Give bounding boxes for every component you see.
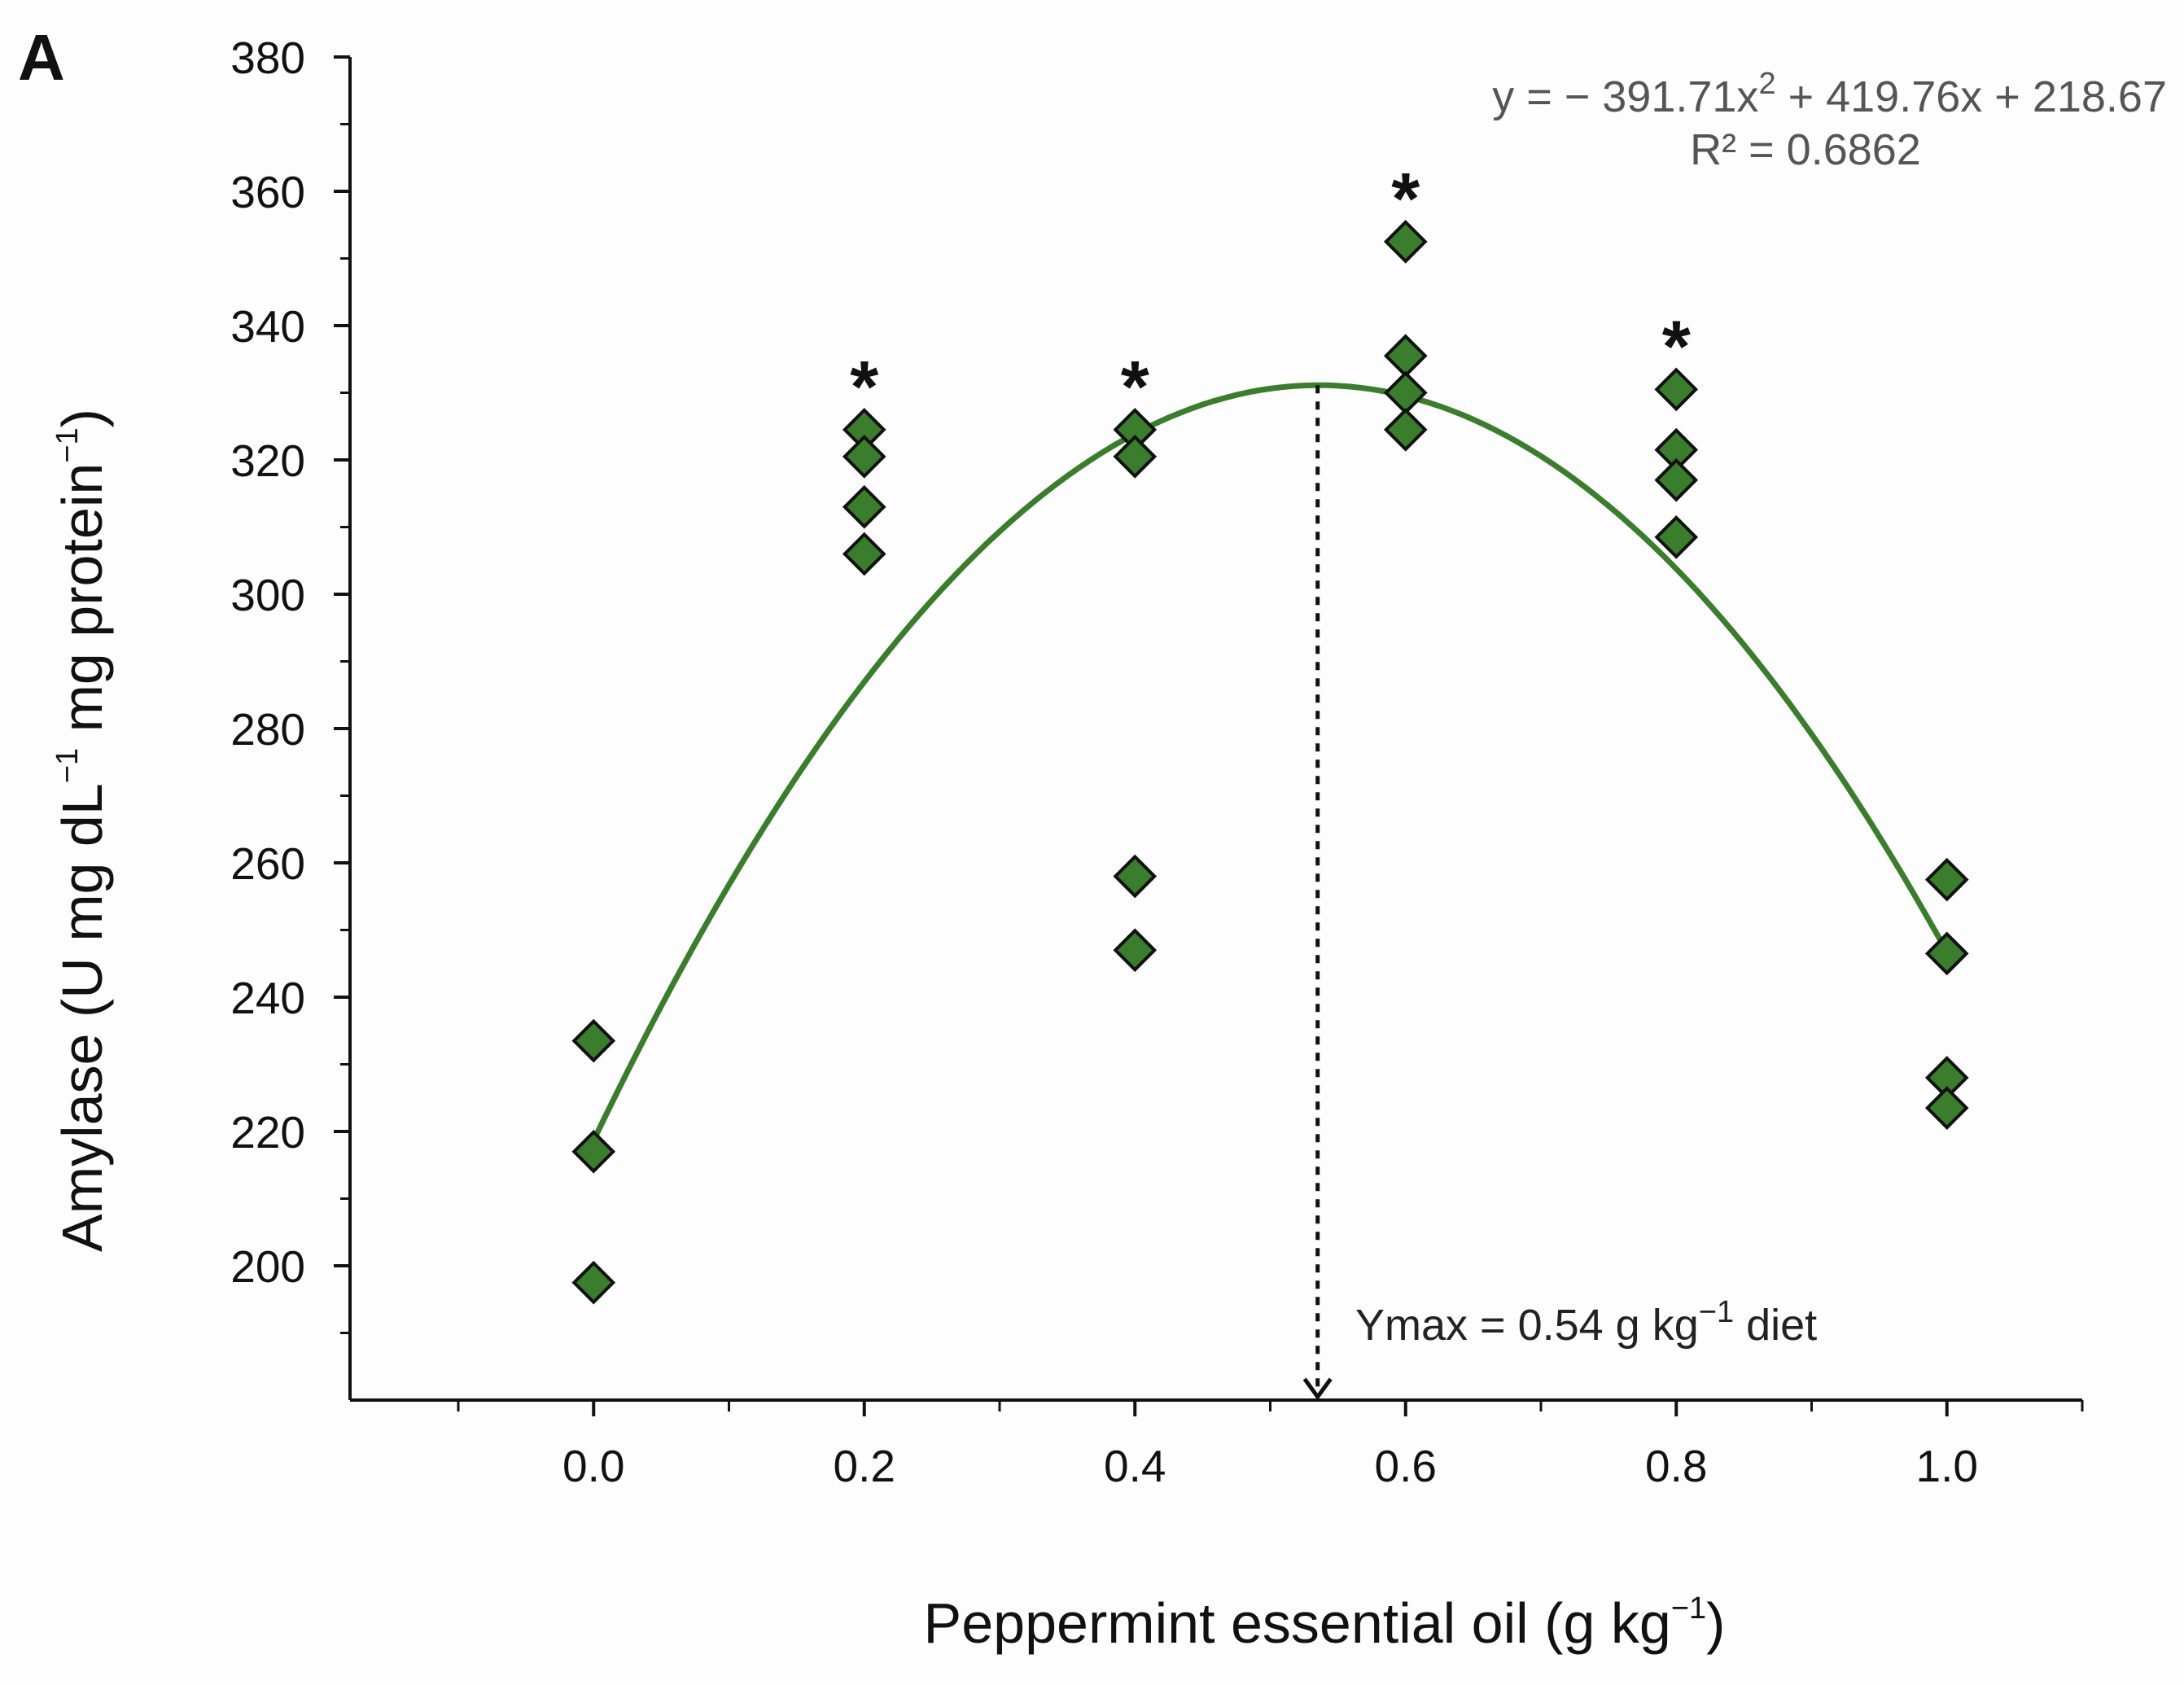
y-axis-title-part2: mg protein [50,463,114,748]
y-tick-label: 220 [230,1107,305,1158]
data-point [1113,854,1158,899]
x-tick-label: 0.0 [562,1441,624,1491]
x-axis-title-sup: −1 [1671,1591,1706,1626]
regression-equation-post: + 419.76x + 218.67 [1776,72,2167,121]
data-point [1383,334,1428,378]
data-point [571,1018,616,1063]
ymax-arrowhead [1302,1377,1333,1401]
x-tick-label: 0.4 [1104,1441,1166,1491]
y-tick-label: 360 [230,167,305,217]
data-point [571,1129,616,1174]
ymax-annotation-pre: Ymax = 0.54 g kg [1355,1301,1699,1350]
x-tick-label: 1.0 [1916,1441,1978,1491]
y-axis-title-sup2: −1 [50,427,85,462]
data-point [842,484,886,529]
x-tick-label: 0.8 [1645,1441,1707,1491]
ymax-annotation-sup: −1 [1699,1295,1734,1329]
y-tick-label: 280 [230,704,305,755]
y-tick-label: 300 [230,570,305,620]
data-point [1924,931,1969,976]
y-tick-label: 240 [230,973,305,1023]
y-axis-title-sup1: −1 [50,748,85,783]
ymax-annotation: Ymax = 0.54 g kg−1 diet [1355,1295,1817,1350]
significance-markers: * * * * [850,159,1691,428]
regression-equation-pre: y = − 391.71x [1492,72,1758,121]
x-axis-title-main: Peppermint essential oil (g kg [924,1591,1671,1655]
x-tick-label: 0.2 [834,1441,895,1491]
significance-star: * [1391,159,1420,240]
y-axis-title-part3: ) [50,409,114,427]
x-tick-label: 0.6 [1375,1441,1437,1491]
y-tick-label: 260 [230,838,305,889]
y-tick-label: 320 [230,435,305,486]
data-point [1113,435,1158,479]
panel-label: A [18,21,65,94]
data-point [571,1260,616,1305]
y-tick-label: 200 [230,1241,305,1292]
data-point [1924,857,1969,902]
axes: 200 220 240 260 280 300 320 340 360 380 0.0 0.2 0.4 0… [230,33,2084,1491]
significance-star: * [1121,347,1149,428]
y-axis-title-part1: Amylase (U mg dL [50,783,114,1252]
significance-star: * [850,347,878,428]
x-axis-title: Peppermint essential oil (g kg−1) [924,1591,1726,1655]
data-point [1654,457,1699,502]
data-point [1383,408,1428,452]
data-point [1654,515,1699,559]
data-points [571,220,1969,1305]
data-point [842,435,886,479]
data-point [1383,370,1428,415]
data-point [842,532,886,576]
significance-star: * [1662,306,1691,387]
y-tick-label: 380 [230,33,305,83]
fit-curve [591,382,1950,1142]
ymax-annotation-post: diet [1734,1301,1817,1350]
data-point [1383,220,1428,264]
data-point [1654,367,1699,412]
regression-equation-sup: 2 [1758,67,1775,101]
y-axis-title: Amylase (U mg dL−1 mg protein−1) [50,409,114,1252]
y-tick-label: 340 [230,301,305,352]
r-squared-label: R² = 0.6862 [1690,125,1921,174]
regression-equation: y = − 391.71x2 + 419.76x + 218.67 [1492,67,2167,121]
fit-curve-layer [591,382,1950,1401]
data-point [1924,1086,1969,1130]
x-axis-title-tail: ) [1706,1591,1725,1655]
data-point [1113,928,1158,973]
